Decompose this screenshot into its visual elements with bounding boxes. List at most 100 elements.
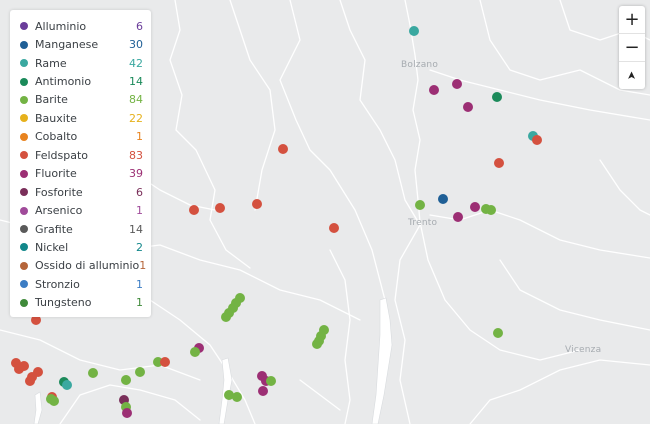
deposit-marker[interactable] xyxy=(121,375,131,385)
legend-label: Tungsteno xyxy=(35,296,92,310)
legend-count: 39 xyxy=(129,167,143,181)
legend-swatch xyxy=(20,151,28,160)
deposit-marker[interactable] xyxy=(266,376,276,386)
legend-swatch xyxy=(20,22,28,31)
legend-item[interactable]: Manganese 30 xyxy=(20,35,143,53)
legend-swatch xyxy=(20,59,28,68)
deposit-marker[interactable] xyxy=(31,315,41,325)
legend-label: Nickel xyxy=(35,240,69,254)
deposit-marker[interactable] xyxy=(463,102,473,112)
deposit-marker[interactable] xyxy=(215,203,225,213)
legend-swatch xyxy=(20,188,28,197)
deposit-marker[interactable] xyxy=(153,357,163,367)
deposit-marker[interactable] xyxy=(14,364,24,374)
legend-count: 6 xyxy=(136,185,143,199)
deposit-marker[interactable] xyxy=(492,92,502,102)
deposit-marker[interactable] xyxy=(429,85,439,95)
mineral-legend: Alluminio 6 Manganese 30 Rame 42 Antimonio 14 Ba… xyxy=(10,10,151,317)
place-label-vicenza: Vicenza xyxy=(565,345,602,355)
deposit-marker[interactable] xyxy=(122,408,132,418)
legend-swatch xyxy=(20,243,28,252)
deposit-marker[interactable] xyxy=(46,394,56,404)
deposit-marker[interactable] xyxy=(232,392,242,402)
locate-icon: ➤ xyxy=(625,70,639,81)
legend-item[interactable]: Cobalto 1 xyxy=(20,128,143,146)
deposit-marker[interactable] xyxy=(252,199,262,209)
legend-label: Rame xyxy=(35,56,67,70)
legend-label: Grafite xyxy=(35,222,73,236)
legend-item[interactable]: Arsenico 1 xyxy=(20,201,143,219)
deposit-marker[interactable] xyxy=(486,205,496,215)
legend-swatch xyxy=(20,169,28,178)
deposit-marker[interactable] xyxy=(88,368,98,378)
deposit-marker[interactable] xyxy=(415,200,425,210)
legend-count: 1 xyxy=(136,277,143,291)
legend-count: 1 xyxy=(136,130,143,144)
legend-label: Antimonio xyxy=(35,75,92,89)
legend-item[interactable]: Fosforite 6 xyxy=(20,183,143,201)
deposit-marker[interactable] xyxy=(189,205,199,215)
legend-count: 2 xyxy=(136,240,143,254)
deposit-marker[interactable] xyxy=(409,26,419,36)
deposit-marker[interactable] xyxy=(221,312,231,322)
legend-swatch xyxy=(20,298,28,307)
legend-list: Alluminio 6 Manganese 30 Rame 42 Antimonio 14 Ba… xyxy=(20,17,147,312)
legend-count: 30 xyxy=(129,38,143,52)
deposit-marker[interactable] xyxy=(224,390,234,400)
zoom-in-button[interactable]: + xyxy=(619,6,645,34)
deposit-marker[interactable] xyxy=(493,328,503,338)
deposit-marker[interactable] xyxy=(25,376,35,386)
place-label-bolzano: Bolzano xyxy=(401,60,439,70)
legend-swatch xyxy=(20,225,28,234)
legend-item[interactable]: Nickel 2 xyxy=(20,238,143,256)
deposit-marker[interactable] xyxy=(258,386,268,396)
legend-item[interactable]: Barite 84 xyxy=(20,91,143,109)
deposit-marker[interactable] xyxy=(453,212,463,222)
legend-swatch xyxy=(20,77,28,86)
deposit-marker[interactable] xyxy=(160,357,170,367)
legend-item[interactable]: Ossido di alluminio 1 xyxy=(20,257,147,275)
legend-item[interactable]: Stronzio 1 xyxy=(20,275,143,293)
locate-button[interactable]: ➤ xyxy=(619,62,645,89)
zoom-out-button[interactable]: − xyxy=(619,34,645,62)
legend-label: Alluminio xyxy=(35,19,87,33)
deposit-marker[interactable] xyxy=(62,380,72,390)
legend-count: 22 xyxy=(129,111,143,125)
map-controls: + − ➤ xyxy=(619,6,645,89)
legend-item[interactable]: Tungsteno 1 xyxy=(20,294,143,312)
deposit-marker[interactable] xyxy=(452,79,462,89)
legend-label: Bauxite xyxy=(35,111,77,125)
legend-swatch xyxy=(20,132,28,141)
legend-swatch xyxy=(20,40,28,49)
legend-label: Feldspato xyxy=(35,148,89,162)
legend-item[interactable]: Alluminio 6 xyxy=(20,17,143,35)
deposit-marker[interactable] xyxy=(135,367,145,377)
legend-item[interactable]: Feldspato 83 xyxy=(20,146,143,164)
legend-item[interactable]: Rame 42 xyxy=(20,54,143,72)
legend-count: 1 xyxy=(139,259,147,273)
deposit-marker[interactable] xyxy=(494,158,504,168)
deposit-marker[interactable] xyxy=(278,144,288,154)
deposit-marker[interactable] xyxy=(312,339,322,349)
deposit-marker[interactable] xyxy=(438,194,448,204)
legend-item[interactable]: Bauxite 22 xyxy=(20,109,143,127)
deposit-marker[interactable] xyxy=(329,223,339,233)
deposit-marker[interactable] xyxy=(532,135,542,145)
deposit-marker[interactable] xyxy=(190,347,200,357)
legend-item[interactable]: Antimonio 14 xyxy=(20,72,143,90)
legend-label: Ossido di alluminio xyxy=(35,259,140,273)
legend-count: 83 xyxy=(129,148,143,162)
legend-label: Manganese xyxy=(35,38,99,52)
legend-label: Fluorite xyxy=(35,167,77,181)
legend-item[interactable]: Grafite 14 xyxy=(20,220,143,238)
legend-count: 84 xyxy=(129,93,143,107)
deposit-marker[interactable] xyxy=(470,202,480,212)
legend-item[interactable]: Fluorite 39 xyxy=(20,165,143,183)
legend-count: 1 xyxy=(136,296,143,310)
legend-swatch xyxy=(20,261,28,270)
legend-label: Arsenico xyxy=(35,204,83,218)
place-label-trento: Trento xyxy=(408,218,438,228)
